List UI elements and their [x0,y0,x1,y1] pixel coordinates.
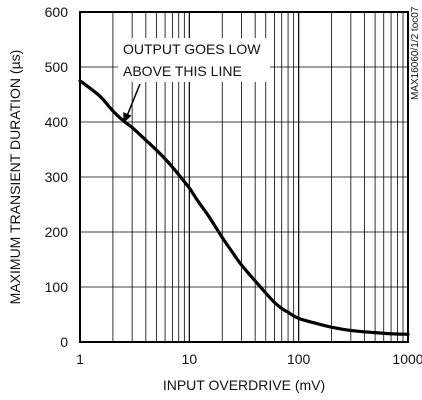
x-tick-labels: 1 10 100 1000 [76,351,422,367]
y-tick-label: 500 [45,59,69,75]
series-layer [78,79,410,336]
y-tick-label: 600 [45,4,69,20]
y-tick-label: 0 [60,334,68,350]
annotation-background [118,38,270,82]
y-tick-label: 200 [45,224,69,240]
y-tick-labels: 0 100 200 300 400 500 600 [45,4,69,350]
annotation: OUTPUT GOES LOW ABOVE THIS LINE [118,38,270,124]
y-axis-title: MAXIMUM TRANSIENT DURATION (µs) [7,50,23,305]
x-tick-label: 1 [76,351,84,367]
annotation-arrow-shaft [125,83,141,118]
part-number-label: MAX16060/1/2 toc07 [410,6,421,100]
x-tick-label: 100 [287,351,311,367]
x-axis-title: INPUT OVERDRIVE (mV) [163,377,325,393]
y-tick-label: 100 [45,279,69,295]
annotation-arrow-head [123,112,132,124]
series-line [78,79,410,336]
annotation-line-2: ABOVE THIS LINE [123,63,242,79]
y-tick-label: 400 [45,114,69,130]
annotation-line-1: OUTPUT GOES LOW [123,41,261,57]
plot-frame [79,11,409,343]
x-tick-label: 10 [182,351,198,367]
x-tick-label: 1000 [392,351,422,367]
y-tick-label: 300 [45,169,69,185]
